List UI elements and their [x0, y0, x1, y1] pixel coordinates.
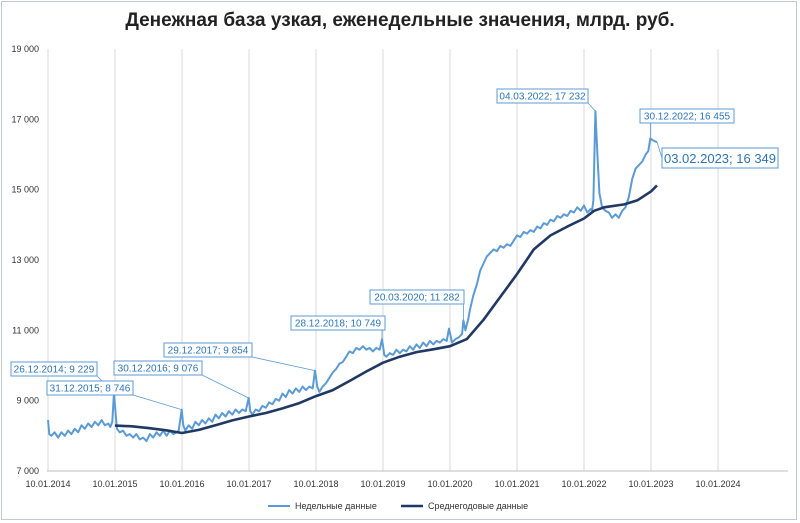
- x-tick-label: 10.01.2021: [494, 479, 539, 489]
- annotation-box: [290, 315, 386, 331]
- legend-label: Недельные данные: [295, 501, 377, 511]
- y-tick-label: 13 000: [11, 255, 39, 265]
- annotation-label: 20.03.2020; 11 282: [374, 293, 460, 304]
- annotation-box: [46, 380, 134, 396]
- annotation-label: 26.12.2014; 9 229: [14, 365, 95, 376]
- annotation-leader: [201, 374, 249, 399]
- annotation-box: [369, 289, 465, 305]
- weekly-series-line: [47, 110, 658, 443]
- annotation-label: 29.12.2017; 9 854: [168, 346, 249, 357]
- y-tick-label: 17 000: [11, 114, 39, 124]
- annotation-label: 30.12.2016; 9 076: [118, 364, 199, 375]
- y-tick-label: 9 000: [16, 396, 39, 406]
- x-tick-label: 10.01.2020: [427, 479, 472, 489]
- x-tick-label: 10.01.2018: [293, 479, 338, 489]
- x-tick-label: 10.01.2016: [159, 479, 204, 489]
- annotation-leader: [656, 142, 663, 159]
- x-tick-label: 10.01.2015: [92, 479, 137, 489]
- x-tick-label: 10.01.2023: [628, 479, 673, 489]
- annotation-leader: [587, 102, 596, 112]
- x-tick-label: 10.01.2014: [25, 479, 70, 489]
- y-tick-label: 11 000: [12, 325, 39, 335]
- annotation-label: 31.12.2015; 8 746: [50, 384, 131, 395]
- annotation-label: 30.12.2022; 16 455: [644, 112, 731, 123]
- y-tick-label: 7 000: [16, 466, 39, 476]
- annotation-box: [639, 108, 735, 124]
- x-tick-label: 10.01.2024: [695, 479, 740, 489]
- legend-label: Среднегодовые данные: [428, 501, 528, 511]
- annotation-leader: [132, 394, 182, 410]
- annotation-box: [163, 342, 253, 358]
- annotation-box: [10, 361, 98, 377]
- annotation-label: 04.03.2022; 17 232: [499, 92, 586, 103]
- annotation-box: [113, 360, 203, 376]
- annotation-box: [496, 88, 589, 104]
- chart-title: Денежная база узкая, еженедельные значен…: [125, 10, 675, 31]
- yearly-average-series-line: [114, 184, 658, 435]
- x-tick-label: 10.01.2017: [226, 479, 271, 489]
- x-tick-label: 10.01.2019: [360, 479, 405, 489]
- y-tick-label: 15 000: [11, 185, 39, 195]
- annotation-box: [661, 147, 779, 169]
- annotation-label: 03.02.2023; 16 349: [664, 151, 776, 166]
- x-tick-label: 10.01.2022: [561, 479, 606, 489]
- annotation-label: 28.12.2018; 10 749: [295, 319, 382, 330]
- annotation-leader: [251, 356, 316, 372]
- y-tick-label: 19 000: [11, 44, 39, 54]
